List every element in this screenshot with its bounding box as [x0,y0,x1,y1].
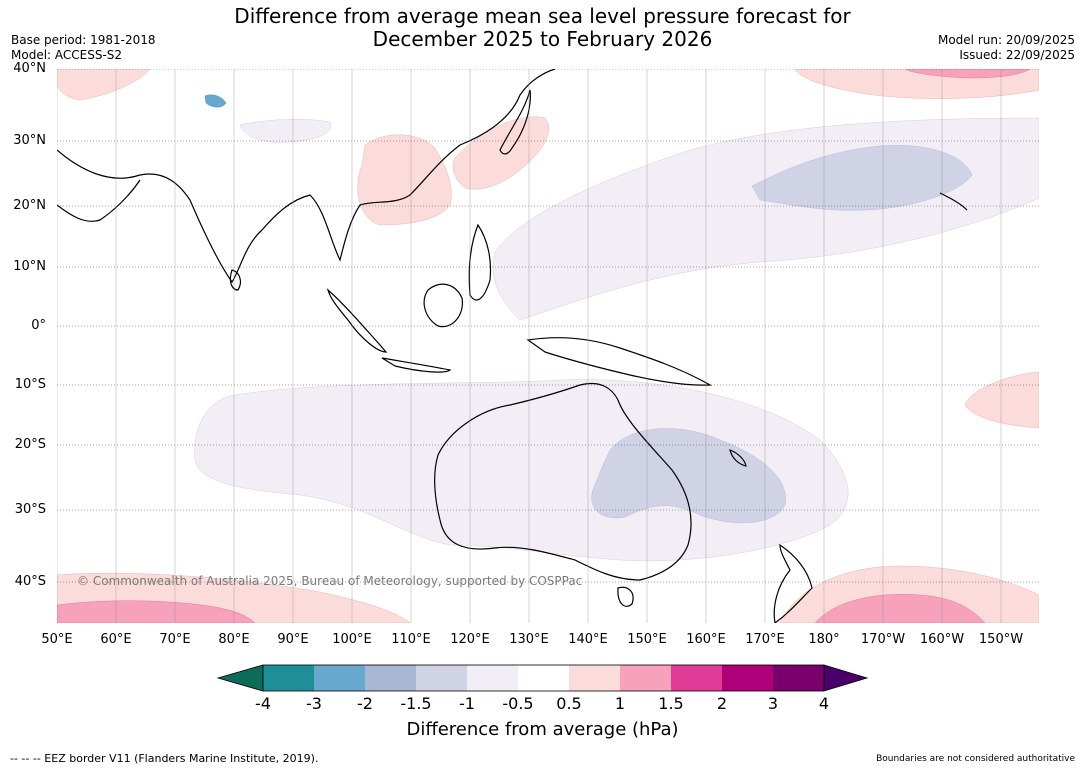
colorbar-tick: 4 [818,694,830,713]
lon-label-120e: 120°E [450,632,490,647]
coastline-tasmania [617,586,634,607]
issued-label: Issued: 22/09/2025 [959,48,1075,62]
colorbar-tick: -3 [306,694,322,713]
chart-title-line-1: Difference from average mean sea level p… [234,4,851,28]
lon-label-140e: 140°E [568,632,608,647]
colorbar-bin [314,665,365,691]
lat-label-40s: 40°S [14,574,46,589]
anomaly-pos-1-southern-ocean-east [814,594,986,623]
anomaly-neg-0-5-southern-indian-ocean [194,379,849,562]
coastline-sumatra [326,288,388,353]
colorbar-bin [722,665,773,691]
colorbar-bin [569,665,620,691]
coastlines [57,69,968,623]
coastline-hawaii [939,192,968,211]
lon-label-60e: 60°E [100,632,132,647]
colorbar-tick: 0.5 [556,694,582,713]
lon-label-170e: 170°E [745,632,785,647]
colorbar-bin [467,665,518,691]
lon-label-130e: 130°E [509,632,549,647]
anomaly-neg-0-5-nw-pacific [239,119,332,143]
anomaly-pos-1-southern-ocean-west [57,600,256,623]
lon-label-170w: 170°W [860,632,906,647]
colorbar-tick: 3 [767,694,779,713]
base-period-label: Base period: 1981-2018 [11,33,156,47]
colorbar-bin [518,665,569,691]
coastline-sri-lanka [229,269,242,291]
coastline-new-caledonia [729,449,747,467]
colorbar-tick: 2 [716,694,728,713]
lat-label-20n: 20°N [13,198,46,213]
longitude-grid [57,69,1002,623]
colorbar-tick: 1 [614,694,626,713]
anomaly-pos-0-5-japan [452,116,550,190]
lon-label-90e: 90°E [277,632,309,647]
colorbar-bin [365,665,416,691]
coastline-arabia-asia [57,69,556,284]
lon-label-50e: 50°E [41,632,73,647]
colorbar-title: Difference from average (hPa) [406,719,679,740]
eez-border-note: -- -- -- EEZ border V11 (Flanders Marine… [10,752,319,765]
colorbar [216,664,869,692]
colorbar-bin [620,665,671,691]
colorbar-tick: 1.5 [658,694,684,713]
colorbar-bin [671,665,722,691]
anomaly-neg-1-central-pacific [751,145,973,211]
lon-label-150e: 150°E [627,632,667,647]
lat-label-10n: 10°N [13,259,46,274]
coastline-java [381,357,452,373]
anomaly-pos-0-5-northern-arabia [57,69,151,101]
anomaly-pos-1-north-pacific-band [904,69,1031,79]
colorbar-tick: -1 [459,694,475,713]
colorbar-tick: -2 [357,694,373,713]
lon-label-110e: 110°E [391,632,431,647]
lat-label-30n: 30°N [13,133,46,148]
colorbar-tick: -0.5 [502,694,534,713]
lon-label-150w: 150°W [978,632,1024,647]
copyright-notice: © Commonwealth of Australia 2025, Bureau… [77,574,583,588]
lon-label-80e: 80°E [218,632,250,647]
lat-label-30s: 30°S [14,502,46,517]
colorbar-bin [263,665,314,691]
coastline-arabian-peninsula [57,179,141,222]
colorbar-bin [773,665,824,691]
coastline-new-guinea [526,337,713,386]
colorbar-frame [262,664,825,692]
colorbar-bin [416,665,467,691]
coastline-japan [499,89,531,155]
anomaly-neg-2-himalaya [204,94,227,108]
colorbar-high-extend-arrow [823,664,869,692]
lon-label-160e: 160°E [686,632,726,647]
lon-label-100e: 100°E [332,632,372,647]
coastline-philippines [468,223,492,301]
coastline-borneo [423,283,464,328]
chart-title-line-2: December 2025 to February 2026 [372,27,713,51]
lat-label-20s: 20°S [14,437,46,452]
colorbar-tick: -4 [255,694,271,713]
colorbar-tick: -1.5 [400,694,432,713]
lat-label-40n: 40°N [13,61,46,76]
anomaly-pos-0-5-east-pacific [964,371,1039,429]
lon-label-160w: 160°W [919,632,965,647]
lat-label-0: 0° [31,318,46,333]
model-run-label: Model run: 20/09/2025 [937,33,1075,47]
lat-label-10s: 10°S [14,377,46,392]
lon-label-180: 180° [808,632,840,647]
lon-label-70e: 70°E [159,632,191,647]
coastline-new-zealand [773,543,813,623]
colorbar-low-extend-arrow [216,664,264,692]
model-label: Model: ACCESS-S2 [11,48,123,62]
boundary-disclaimer: Boundaries are not considered authoritat… [876,754,1075,764]
coastline-australia [434,382,692,581]
anomaly-neg-1-australia [591,428,786,524]
